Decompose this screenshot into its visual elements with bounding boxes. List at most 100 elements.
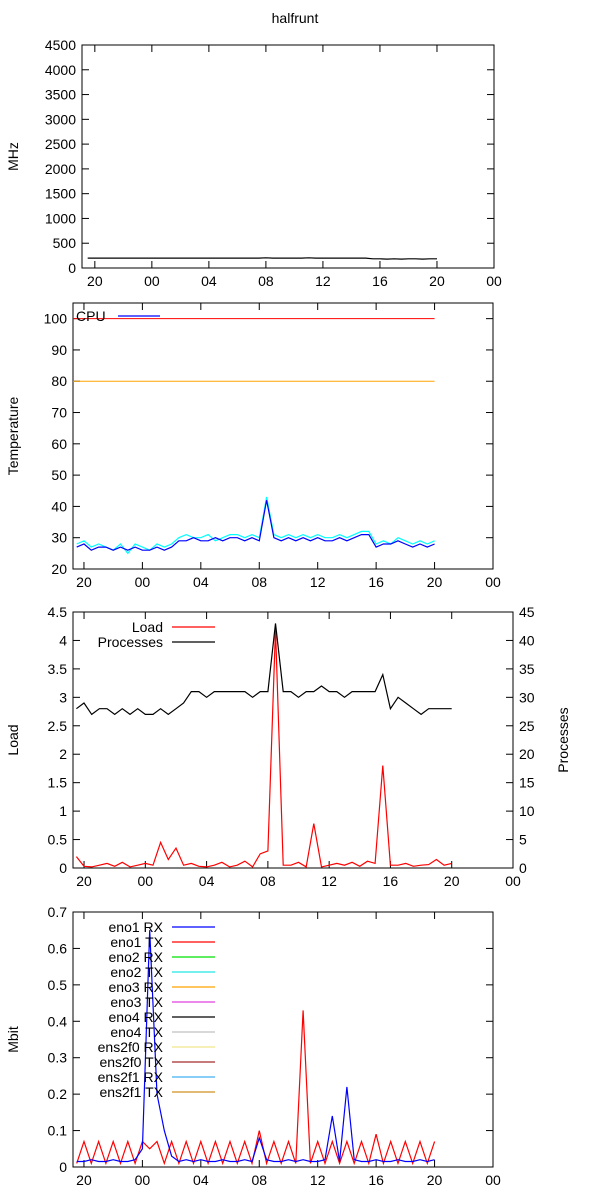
y2-axis-label: Processes [555, 707, 571, 772]
series-line-eno1-tx [76, 1010, 436, 1166]
series-line-mhz [87, 257, 437, 260]
x-tick-label: 12 [310, 574, 326, 590]
x-tick-label: 12 [315, 273, 331, 289]
y-axis-label: Temperature [5, 396, 21, 475]
chart-title: halfrunt [272, 10, 319, 26]
y-tick-label: 3.5 [48, 661, 68, 677]
legend-label: eno3 RX [109, 979, 164, 995]
y-tick-label: 4000 [45, 62, 76, 78]
y-tick-label: 0.2 [48, 1086, 68, 1102]
legend-label: Processes [98, 634, 163, 650]
y-tick-label: 0.3 [48, 1050, 68, 1066]
y2-tick-label: 25 [519, 718, 535, 734]
series-line-cpu [76, 500, 435, 551]
x-tick-label: 04 [193, 1172, 209, 1188]
y-tick-label: 500 [53, 235, 77, 251]
y-tick-label: 0.7 [48, 904, 68, 920]
y2-tick-label: 35 [519, 661, 535, 677]
x-tick-label: 04 [199, 873, 215, 889]
y-tick-label: 1.5 [48, 775, 68, 791]
y-tick-label: 80 [51, 373, 67, 389]
legend-label: CPU [76, 308, 106, 324]
legend-label: Load [132, 619, 163, 635]
y2-tick-label: 30 [519, 689, 535, 705]
y-tick-label: 2500 [45, 136, 76, 152]
series-line-load [75, 629, 452, 868]
y-axis-label: MHz [5, 142, 21, 171]
y-axis-label: Mbit [5, 1026, 21, 1053]
y2-tick-label: 0 [519, 860, 527, 876]
chart-panel-3: 0 0.5 1 1.5 2 2.5 3 3.5 4 4.5 0 5 10 15 20 25 30 35 40 45 20… [5, 604, 571, 889]
y-tick-label: 4 [59, 632, 67, 648]
y2-tick-label: 10 [519, 803, 535, 819]
y2-tick-label: 40 [519, 632, 535, 648]
x-tick-label: 20 [429, 273, 445, 289]
y-tick-label: 4500 [45, 37, 76, 53]
y-tick-label: 4.5 [48, 604, 68, 620]
x-tick-label: 00 [144, 273, 160, 289]
x-tick-label: 16 [383, 873, 399, 889]
x-tick-label: 00 [138, 873, 154, 889]
y-tick-label: 0 [68, 260, 76, 276]
x-tick-label: 12 [321, 873, 337, 889]
plot-frame [81, 44, 495, 269]
y-tick-label: 1 [59, 803, 67, 819]
y-axis-label: Load [5, 724, 21, 755]
y-tick-label: 40 [51, 498, 67, 514]
plot-frame [72, 611, 514, 869]
x-tick-label: 08 [251, 1172, 267, 1188]
legend-label: eno1 TX [110, 934, 163, 950]
plot-frame [72, 302, 494, 570]
y-tick-label: 50 [51, 467, 67, 483]
y-tick-label: 3000 [45, 111, 76, 127]
y-tick-label: 60 [51, 436, 67, 452]
x-tick-label: 16 [368, 574, 384, 590]
x-tick-label: 00 [505, 873, 521, 889]
x-tick-label: 00 [485, 1172, 501, 1188]
x-tick-label: 08 [260, 873, 276, 889]
x-tick-label: 16 [372, 273, 388, 289]
legend-label: ens2f1 RX [98, 1069, 164, 1085]
y-tick-label: 0.6 [48, 940, 68, 956]
y-tick-label: 70 [51, 405, 67, 421]
y-tick-label: 0.4 [48, 1013, 68, 1029]
y-tick-label: 3 [59, 689, 67, 705]
legend-label: ens2f1 TX [99, 1084, 163, 1100]
legend-label: eno4 TX [110, 1024, 163, 1040]
legend-label: eno4 RX [109, 1009, 164, 1025]
x-tick-label: 20 [87, 273, 103, 289]
legend-label: eno2 TX [110, 964, 163, 980]
series-line-cpu-core-2 [76, 496, 435, 555]
x-tick-label: 04 [193, 574, 209, 590]
x-tick-label: 20 [76, 873, 92, 889]
x-tick-label: 08 [251, 574, 267, 590]
x-tick-label: 20 [76, 574, 92, 590]
chart-panel-4: 0 0.1 0.2 0.3 0.4 0.5 0.6 0.7 20 00 04 08 12 16 20 00 Mb… [5, 904, 501, 1188]
y-tick-label: 90 [51, 342, 67, 358]
y-tick-label: 100 [44, 311, 68, 327]
x-tick-label: 20 [427, 574, 443, 590]
y-tick-label: 20 [51, 561, 67, 577]
x-tick-label: 20 [76, 1172, 92, 1188]
y2-tick-label: 5 [519, 832, 527, 848]
y2-tick-label: 45 [519, 604, 535, 620]
x-tick-label: 00 [485, 574, 501, 590]
legend-label: ens2f0 RX [98, 1039, 164, 1055]
y-tick-label: 2000 [45, 161, 76, 177]
y2-tick-label: 15 [519, 775, 535, 791]
y-tick-label: 2.5 [48, 718, 68, 734]
legend-label: eno2 RX [109, 949, 164, 965]
y2-tick-label: 20 [519, 746, 535, 762]
y-tick-label: 3500 [45, 87, 76, 103]
y-tick-label: 2 [59, 746, 67, 762]
x-tick-label: 20 [444, 873, 460, 889]
y-tick-label: 0.1 [48, 1123, 68, 1139]
y-tick-label: 1000 [45, 210, 76, 226]
x-tick-label: 16 [368, 1172, 384, 1188]
y-tick-label: 0.5 [48, 977, 68, 993]
legend-label: eno1 RX [109, 919, 164, 935]
x-tick-label: 00 [135, 574, 151, 590]
x-tick-label: 04 [201, 273, 217, 289]
